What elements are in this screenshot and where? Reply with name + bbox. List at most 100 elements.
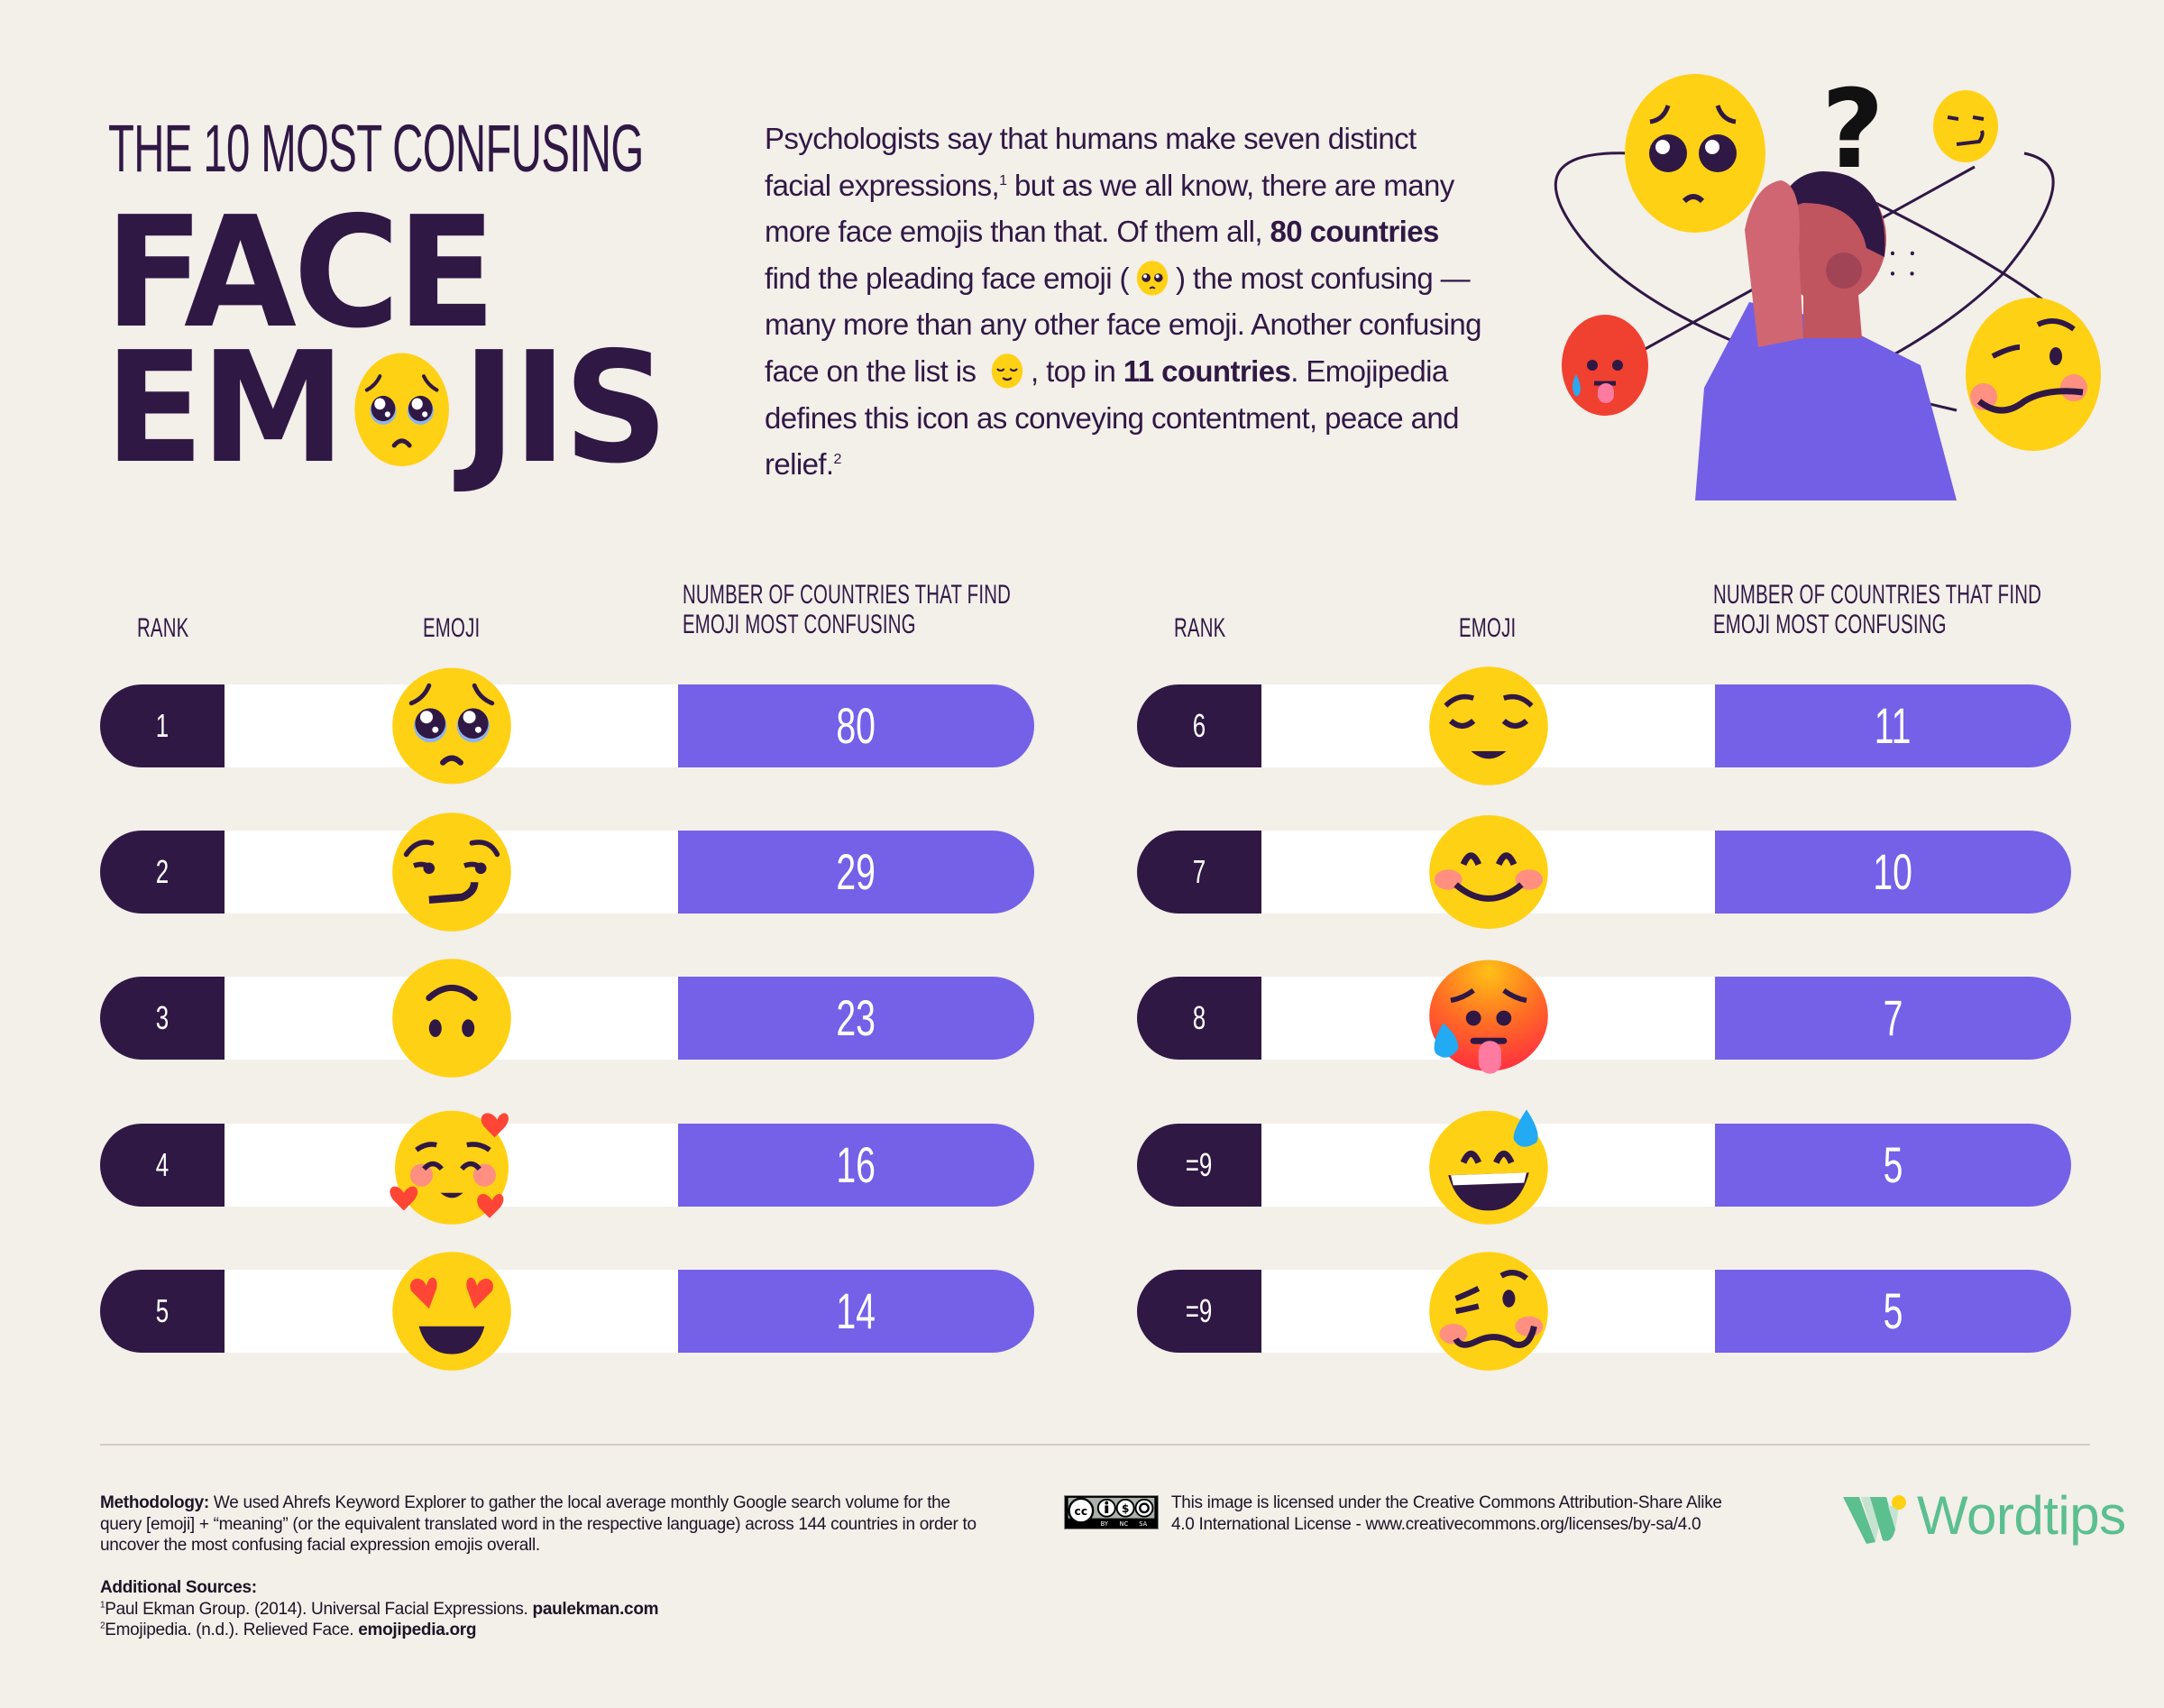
rank-value: 3 xyxy=(155,999,170,1036)
rank-cell: 5 xyxy=(100,1270,225,1353)
rank-cell: =9 xyxy=(1137,1124,1261,1207)
table-row: 1 80 xyxy=(100,667,1034,785)
count-cell: 5 xyxy=(1715,1270,2071,1353)
left-header-emoji: EMOJI xyxy=(423,613,481,643)
left-header-count-line2: EMOJI MOST CONFUSING xyxy=(683,610,916,639)
additional-sources: Additional Sources: 1Paul Ekman Group. (… xyxy=(100,1577,731,1641)
intro-text: find the pleading face emoji ( xyxy=(765,261,1130,295)
right-header-count-line2: EMOJI MOST CONFUSING xyxy=(1713,610,1947,639)
wordtips-logo-icon xyxy=(1843,1495,1906,1544)
source-2-link[interactable]: emojipedia.org xyxy=(358,1621,477,1639)
right-header-count-line1: NUMBER OF COUNTRIES THAT FIND xyxy=(1713,580,2042,610)
intro-text: . Emojipedia defines this icon as convey… xyxy=(765,354,1459,482)
right-header-rank: RANK xyxy=(1174,613,1226,643)
svg-text:BY: BY xyxy=(1101,1520,1109,1528)
intro-text: but as we all know, there are many more … xyxy=(765,168,1454,249)
count-value: 7 xyxy=(1883,989,1903,1046)
rank-cell: =9 xyxy=(1137,1270,1261,1353)
intro-text: Psychologists say that humans make seven… xyxy=(765,122,1417,202)
rank-cell: 4 xyxy=(100,1124,225,1207)
hot-face-icon xyxy=(1562,315,1648,416)
rank-value: =9 xyxy=(1186,1292,1213,1329)
relieved-face-icon xyxy=(1429,666,1548,785)
license-line-2[interactable]: 4.0 International License - www.creative… xyxy=(1171,1514,1701,1534)
license-note: This image is licensed under the Creativ… xyxy=(1171,1492,1820,1535)
smiling-eyes-face-icon xyxy=(1429,815,1548,929)
rank-cell: 2 xyxy=(100,831,225,914)
intro-paragraph: Psychologists say that humans make seven… xyxy=(765,115,1486,488)
source-2-text: Emojipedia. (n.d.). Relieved Face. xyxy=(105,1621,359,1639)
rank-cell: 1 xyxy=(100,684,225,767)
rank-cell: 7 xyxy=(1137,831,1261,914)
count-value: 10 xyxy=(1873,843,1913,900)
count-value: 5 xyxy=(1883,1136,1903,1193)
count-cell: 7 xyxy=(1715,977,2071,1060)
question-mark-icon: ? xyxy=(1821,68,1884,193)
count-cell: 11 xyxy=(1715,684,2071,767)
table-row: 7 10 xyxy=(1137,815,2071,929)
methodology-text: We used Ahrefs Keyword Explorer to gathe… xyxy=(100,1493,977,1555)
pleading-face-icon xyxy=(392,667,511,785)
footer-divider xyxy=(100,1444,2090,1446)
source-2: 2Emojipedia. (n.d.). Relieved Face. emoj… xyxy=(100,1620,731,1641)
rank-value: 6 xyxy=(1192,707,1206,744)
smirking-face-icon xyxy=(1933,90,1998,162)
count-cell: 16 xyxy=(678,1124,1034,1207)
creative-commons-badge-icon: cc $ BY NC SA xyxy=(1064,1495,1159,1529)
source-2-sup: 2 xyxy=(100,1621,105,1631)
left-header-rank: RANK xyxy=(137,613,189,643)
woozy-face-icon xyxy=(1429,1252,1548,1371)
woozy-face-icon xyxy=(1966,298,2101,451)
rank-value: 5 xyxy=(155,1292,170,1329)
intro-text: ) the most confusing — many more than an… xyxy=(765,261,1482,388)
pleading-face-icon xyxy=(1625,74,1765,233)
title-emojis: EM JIS xyxy=(105,319,668,498)
rank-value: 1 xyxy=(155,707,170,744)
rank-cell: 3 xyxy=(100,977,225,1060)
rank-cell: 6 xyxy=(1137,684,1261,767)
table-row: =9 5 xyxy=(1137,1109,2071,1225)
source-1-link[interactable]: paulekman.com xyxy=(532,1599,659,1619)
pleading-face-icon xyxy=(1136,260,1169,296)
facepalm-illustration: ? ⸬ xyxy=(1554,68,2101,500)
kicker-title: THE 10 MOST CONFUSING xyxy=(108,111,644,186)
intro-bold-11: 11 countries xyxy=(1123,354,1291,388)
count-cell: 14 xyxy=(678,1270,1034,1353)
svg-text:⸬: ⸬ xyxy=(1889,246,1916,283)
svg-text:SA: SA xyxy=(1139,1520,1147,1528)
rank-value: 2 xyxy=(155,853,170,890)
smirking-face-icon xyxy=(392,813,511,932)
count-value: 29 xyxy=(836,843,876,900)
footnote-ref-2: 2 xyxy=(833,452,842,468)
rank-value: 4 xyxy=(155,1146,170,1183)
title-emojis-prefix: EM xyxy=(105,319,345,498)
rank-cell: 8 xyxy=(1137,977,1261,1060)
footnote-ref-1: 1 xyxy=(999,172,1007,188)
rank-value: 8 xyxy=(1192,999,1206,1036)
title-face: FACE xyxy=(105,184,496,363)
count-value: 16 xyxy=(836,1136,876,1193)
relieved-face-icon xyxy=(991,354,1023,389)
hand xyxy=(1745,180,1803,347)
grinning-sweat-face-icon xyxy=(1429,1109,1548,1225)
count-value: 80 xyxy=(836,697,876,754)
heart-eyes-face-icon xyxy=(392,1252,511,1371)
pleading-face-icon xyxy=(354,353,450,466)
source-1-text: Paul Ekman Group. (2014). Universal Faci… xyxy=(105,1599,533,1619)
hot-face-icon xyxy=(1429,960,1548,1074)
source-1: 1Paul Ekman Group. (2014). Universal Fac… xyxy=(100,1599,731,1621)
right-header-emoji: EMOJI xyxy=(1459,613,1517,643)
smiling-face-with-hearts-icon xyxy=(390,1110,509,1225)
methodology-note: Methodology: We used Ahrefs Keyword Expl… xyxy=(100,1492,984,1556)
methodology-label: Methodology: xyxy=(100,1493,209,1512)
count-cell: 10 xyxy=(1715,831,2071,914)
hair xyxy=(1776,171,1885,257)
table-row: 3 23 xyxy=(100,959,1034,1078)
sources-label: Additional Sources: xyxy=(100,1578,257,1597)
intro-bold-80: 80 countries xyxy=(1270,215,1440,249)
count-value: 11 xyxy=(1875,697,1912,754)
count-cell: 80 xyxy=(678,684,1034,767)
wordtips-brand[interactable]: Wordtips xyxy=(1917,1485,2126,1546)
count-value: 14 xyxy=(836,1282,876,1339)
svg-text:cc: cc xyxy=(1075,1505,1088,1518)
